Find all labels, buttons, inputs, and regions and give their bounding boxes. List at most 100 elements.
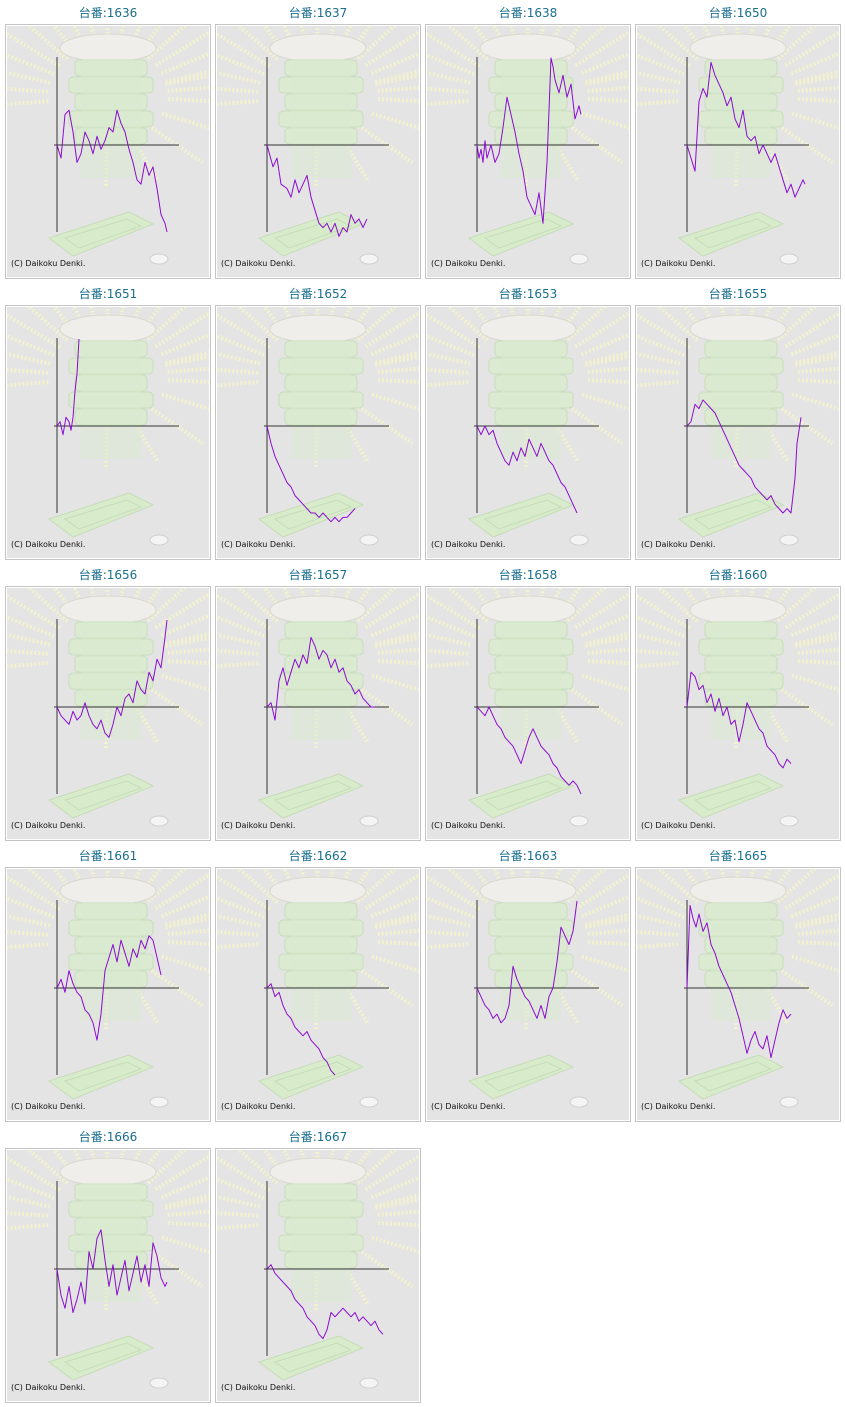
slump-graph: (C) Daikoku Denki.: [217, 869, 419, 1120]
series-line: [266, 1264, 384, 1340]
copyright-text: (C) Daikoku Denki.: [641, 821, 715, 830]
machine-chart-card: 台番:1655 (C) Daikoku Denki.: [635, 285, 841, 560]
machine-chart-card: 台番:1658 (C) Daikoku Denki.: [425, 566, 631, 841]
slump-graph: (C) Daikoku Denki.: [637, 588, 839, 839]
series-line: [476, 900, 578, 1024]
series-line: [266, 983, 336, 1076]
machine-number-link[interactable]: 台番:1636: [78, 6, 138, 20]
series-line: [686, 399, 802, 514]
mascot-background: [427, 869, 629, 1120]
copyright-text: (C) Daikoku Denki.: [431, 540, 505, 549]
machine-chart-card: 台番:1660 (C) Daikoku Denki.: [635, 566, 841, 841]
copyright-text: (C) Daikoku Denki.: [221, 259, 295, 268]
copyright-text: (C) Daikoku Denki.: [641, 1102, 715, 1111]
mascot-background: [7, 588, 209, 839]
slump-graph: (C) Daikoku Denki.: [217, 26, 419, 277]
machine-number-link[interactable]: 台番:1660: [708, 568, 768, 582]
machine-chart-card: 台番:1656 (C) Daikoku Denki.: [5, 566, 211, 841]
chart-frame: (C) Daikoku Denki.: [635, 586, 841, 841]
slump-graph: (C) Daikoku Denki.: [217, 307, 419, 558]
machine-number-link[interactable]: 台番:1667: [288, 1130, 348, 1144]
slump-graph: (C) Daikoku Denki.: [217, 588, 419, 839]
series-line: [56, 619, 168, 738]
series-line: [686, 671, 792, 769]
machine-number-link[interactable]: 台番:1666: [78, 1130, 138, 1144]
slump-graph: (C) Daikoku Denki.: [7, 869, 209, 1120]
chart-frame: (C) Daikoku Denki.: [5, 867, 211, 1122]
chart-frame: (C) Daikoku Denki.: [635, 867, 841, 1122]
mascot-background: [217, 869, 419, 1120]
slump-graph: (C) Daikoku Denki.: [637, 26, 839, 277]
mascot-background: [217, 588, 419, 839]
series-line: [56, 1229, 168, 1313]
series-line: [56, 109, 168, 233]
machine-chart-card: 台番:1637 (C) Daikoku Denki.: [215, 4, 421, 279]
series-line: [56, 935, 162, 1041]
machine-number-link[interactable]: 台番:1652: [288, 287, 348, 301]
copyright-text: (C) Daikoku Denki.: [11, 1102, 85, 1111]
slump-graph: (C) Daikoku Denki.: [7, 588, 209, 839]
mascot-background: [7, 869, 209, 1120]
chart-frame: (C) Daikoku Denki.: [5, 24, 211, 279]
chart-frame: (C) Daikoku Denki.: [5, 1148, 211, 1403]
copyright-text: (C) Daikoku Denki.: [11, 821, 85, 830]
machine-number-link[interactable]: 台番:1650: [708, 6, 768, 20]
mascot-background: [7, 26, 209, 277]
mascot-background: [637, 869, 839, 1120]
series-line: [476, 706, 582, 795]
copyright-text: (C) Daikoku Denki.: [431, 259, 505, 268]
mascot-background: [427, 307, 629, 558]
slump-graph: (C) Daikoku Denki.: [427, 588, 629, 839]
machine-number-link[interactable]: 台番:1661: [78, 849, 138, 863]
machine-number-link[interactable]: 台番:1651: [78, 287, 138, 301]
series-line: [266, 144, 368, 237]
slump-graph: (C) Daikoku Denki.: [7, 307, 209, 558]
series-line: [476, 57, 582, 224]
machine-number-link[interactable]: 台番:1662: [288, 849, 348, 863]
chart-frame: (C) Daikoku Denki.: [425, 24, 631, 279]
copyright-text: (C) Daikoku Denki.: [641, 540, 715, 549]
mascot-background: [637, 588, 839, 839]
copyright-text: (C) Daikoku Denki.: [641, 259, 715, 268]
machine-chart-card: 台番:1657 (C) Daikoku Denki.: [215, 566, 421, 841]
chart-frame: (C) Daikoku Denki.: [5, 305, 211, 560]
machine-number-link[interactable]: 台番:1637: [288, 6, 348, 20]
chart-frame: (C) Daikoku Denki.: [425, 867, 631, 1122]
copyright-text: (C) Daikoku Denki.: [221, 1102, 295, 1111]
machine-chart-card: 台番:1651 (C) Daikoku Denki.: [5, 285, 211, 560]
copyright-text: (C) Daikoku Denki.: [221, 540, 295, 549]
slump-graph: (C) Daikoku Denki.: [217, 1150, 419, 1401]
slump-graph: (C) Daikoku Denki.: [427, 307, 629, 558]
chart-frame: (C) Daikoku Denki.: [5, 586, 211, 841]
copyright-text: (C) Daikoku Denki.: [11, 540, 85, 549]
series-line: [266, 425, 356, 523]
machine-number-link[interactable]: 台番:1653: [498, 287, 558, 301]
mascot-background: [217, 307, 419, 558]
machine-chart-card: 台番:1650 (C) Daikoku Denki.: [635, 4, 841, 279]
mascot-background: [217, 26, 419, 277]
chart-frame: (C) Daikoku Denki.: [635, 305, 841, 560]
machine-number-link[interactable]: 台番:1656: [78, 568, 138, 582]
series-line: [56, 338, 80, 436]
mascot-background: [637, 26, 839, 277]
copyright-text: (C) Daikoku Denki.: [431, 821, 505, 830]
machine-number-link[interactable]: 台番:1665: [708, 849, 768, 863]
machine-number-link[interactable]: 台番:1657: [288, 568, 348, 582]
machine-number-link[interactable]: 台番:1663: [498, 849, 558, 863]
copyright-text: (C) Daikoku Denki.: [11, 259, 85, 268]
mascot-background: [427, 588, 629, 839]
chart-frame: (C) Daikoku Denki.: [215, 305, 421, 560]
machine-chart-card: 台番:1667 (C) Daikoku Denki.: [215, 1128, 421, 1403]
machine-number-link[interactable]: 台番:1655: [708, 287, 768, 301]
slump-graph: (C) Daikoku Denki.: [7, 1150, 209, 1401]
copyright-text: (C) Daikoku Denki.: [221, 821, 295, 830]
machine-number-link[interactable]: 台番:1658: [498, 568, 558, 582]
series-line: [476, 425, 578, 514]
chart-frame: (C) Daikoku Denki.: [215, 867, 421, 1122]
series-line: [686, 61, 806, 198]
machine-number-link[interactable]: 台番:1638: [498, 6, 558, 20]
chart-frame: (C) Daikoku Denki.: [635, 24, 841, 279]
machine-chart-card: 台番:1663 (C) Daikoku Denki.: [425, 847, 631, 1122]
machine-chart-card: 台番:1653 (C) Daikoku Denki.: [425, 285, 631, 560]
chart-frame: (C) Daikoku Denki.: [215, 1148, 421, 1403]
